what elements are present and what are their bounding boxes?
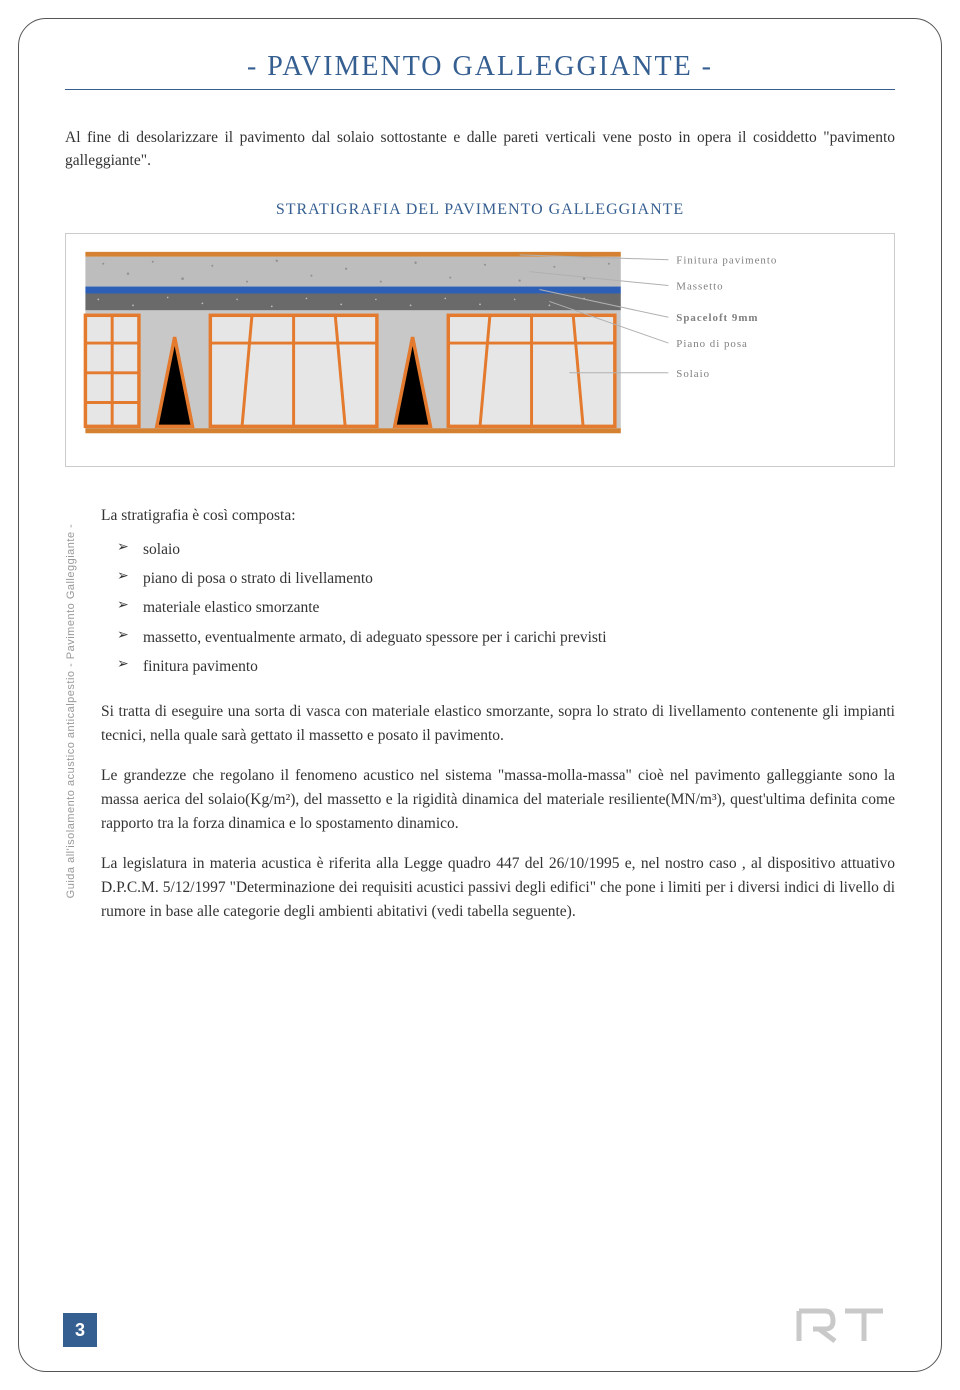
diagram-label-finitura: Finitura pavimento bbox=[676, 254, 777, 266]
paragraph-2: Le grandezze che regolano il fenomeno ac… bbox=[101, 764, 895, 836]
footer-logo bbox=[795, 1307, 887, 1345]
page-number-badge: 3 bbox=[63, 1313, 97, 1347]
diagram-label-solaio: Solaio bbox=[676, 367, 710, 379]
list-item: finitura pavimento bbox=[143, 652, 895, 681]
list-item: materiale elastico smorzante bbox=[143, 593, 895, 622]
list-item: piano di posa o strato di livellamento bbox=[143, 564, 895, 593]
lead-line: La stratigrafia è così composta: bbox=[101, 507, 895, 525]
bullet-list: solaio piano di posa o strato di livella… bbox=[101, 535, 895, 682]
diagram-label-spaceloft: Spaceloft 9mm bbox=[676, 312, 758, 324]
diagram-label-piano: Piano di posa bbox=[676, 338, 748, 350]
diagram-caption: STRATIGRAFIA DEL PAVIMENTO GALLEGGIANTE bbox=[65, 201, 895, 219]
stratigraphy-svg: Finitura pavimento Massetto Spaceloft 9m… bbox=[66, 234, 894, 466]
page-frame: - PAVIMENTO GALLEGGIANTE - Al fine di de… bbox=[18, 18, 942, 1372]
page-title: - PAVIMENTO GALLEGGIANTE - bbox=[65, 51, 895, 90]
paragraph-3: La legislatura in materia acustica è rif… bbox=[101, 852, 895, 924]
list-item: solaio bbox=[143, 535, 895, 564]
list-item: massetto, eventualmente armato, di adegu… bbox=[143, 623, 895, 652]
stratigraphy-diagram: Finitura pavimento Massetto Spaceloft 9m… bbox=[65, 233, 895, 467]
sidebar-vertical-label: Guida all'isolamento acustico anticalpes… bbox=[65, 507, 101, 940]
body-column: La stratigrafia è così composta: solaio … bbox=[101, 507, 895, 940]
logo-icon bbox=[795, 1307, 887, 1345]
content-row: Guida all'isolamento acustico anticalpes… bbox=[65, 507, 895, 940]
intro-paragraph: Al fine di desolarizzare il pavimento da… bbox=[65, 126, 895, 173]
paragraph-1: Si tratta di eseguire una sorta di vasca… bbox=[101, 700, 895, 748]
diagram-label-massetto: Massetto bbox=[676, 280, 723, 292]
